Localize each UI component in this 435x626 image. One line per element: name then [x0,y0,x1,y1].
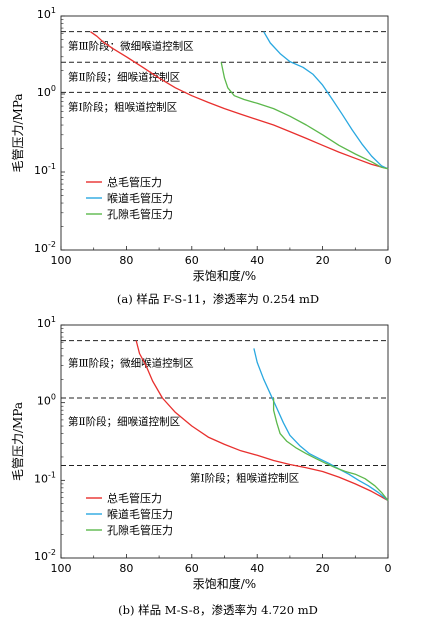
chart-panel-a: 100 80 60 40 20 010-210-1100101第Ⅲ阶段；微细喉道控制区第Ⅱ… [10,6,392,306]
stage-label: 第Ⅱ阶段；细喉道控制区 [68,415,180,428]
throat-pressure-line [263,31,389,170]
throat-pressure-line [253,348,389,502]
legend-label: 总毛管压力 [107,175,162,189]
x-tick-label: 40 [250,254,264,267]
legend-label: 孔隙毛管压力 [107,207,173,221]
legend-label: 孔隙毛管压力 [107,523,173,537]
x-axis-label: 汞饱和度/% [193,576,256,591]
y-axis-label: 毛管压力/MPa [10,402,25,481]
legend-label: 喉道毛管压力 [107,507,173,521]
x-tick-label: 20 [316,254,330,267]
pore-pressure-line [220,62,389,170]
y-tick-label: 10-1 [34,162,56,177]
stage-label: 第Ⅲ阶段；微细喉道控制区 [68,357,194,370]
figure-caption: (a) 样品 F-S-11，渗透率为 0.254 mD [117,292,319,306]
chart-panel-b: 100 80 60 40 20 0 10-2 10-1 100 101 第Ⅲ阶段；微细喉道控制区第Ⅱ… [10,315,392,617]
stage-label: 第Ⅲ阶段；微细喉道控制区 [68,40,194,53]
y-tick-label: 10-2 [34,548,56,563]
x-tick-label: 0 [385,254,392,267]
x-tick-label: 100 [51,562,72,575]
stage-label: 第Ⅰ阶段；粗喉道控制区 [68,100,177,113]
x-tick-label: 100 [51,254,72,267]
stage-label: 第Ⅰ阶段；粗喉道控制区 [190,472,299,485]
pore-pressure-line [272,398,389,501]
y-axis-label: 毛管压力/MPa [10,93,25,172]
y-tick-label: 100 [37,393,56,408]
x-tick-label: 60 [185,562,199,575]
y-tick-label: 101 [37,6,56,21]
x-tick-label: 80 [119,254,133,267]
y-tick-label: 10-2 [34,240,56,255]
figure-caption: (b) 样品 M-S-8，渗透率为 4.720 mD [118,603,318,617]
x-tick-label: 40 [250,562,264,575]
total-pressure-line [90,31,389,170]
y-tick-label: 10-1 [34,470,56,485]
legend-label: 总毛管压力 [107,491,162,505]
y-tick-label: 100 [37,84,56,99]
x-tick-label: 0 [385,562,392,575]
y-tick-label: 101 [37,315,56,330]
legend-label: 喉道毛管压力 [107,191,173,205]
x-tick-label: 80 [119,562,133,575]
total-pressure-line [135,340,389,502]
x-tick-label: 60 [185,254,199,267]
x-axis-label: 汞饱和度/% [193,268,256,283]
x-tick-label: 20 [316,562,330,575]
